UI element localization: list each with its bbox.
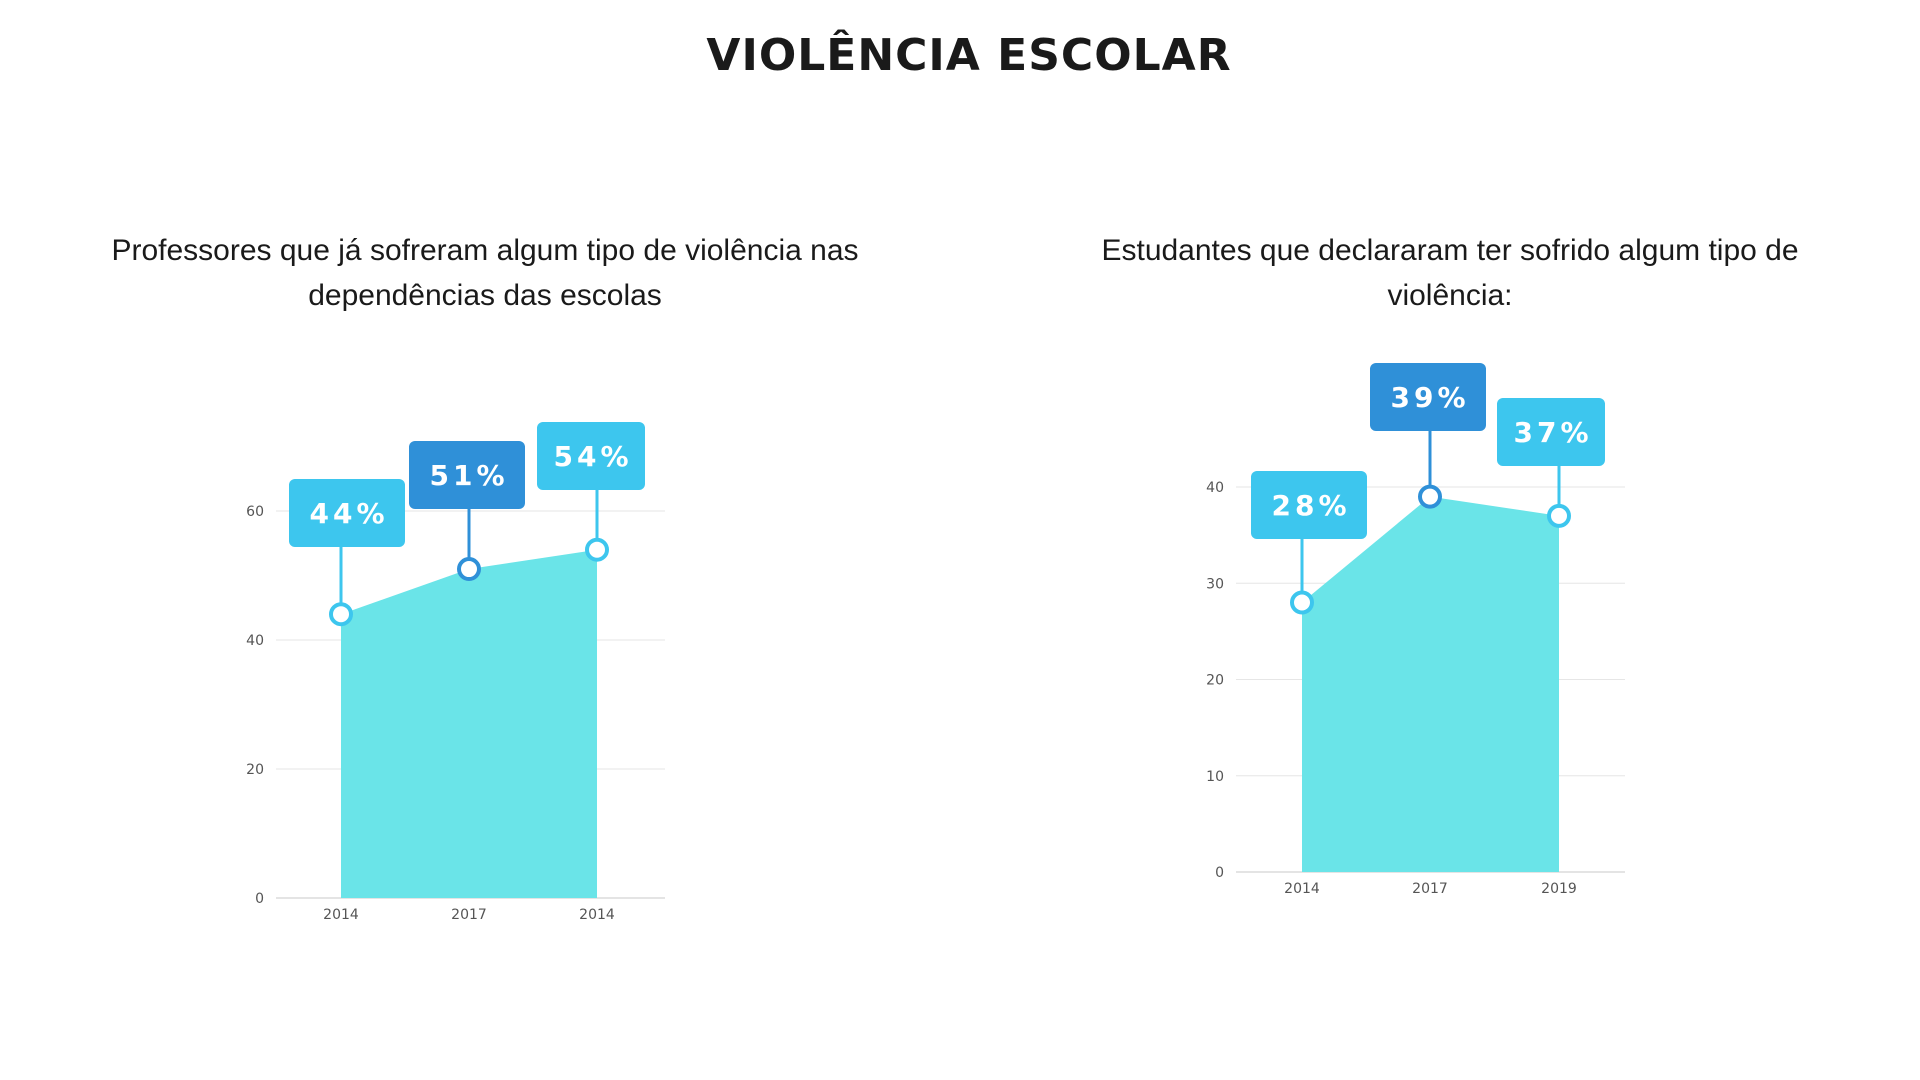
data-label-box — [1497, 398, 1605, 466]
y-tick-label: 0 — [255, 891, 264, 907]
x-tick-label: 2017 — [1412, 881, 1448, 897]
data-label: 54% — [553, 440, 632, 473]
y-tick-label: 40 — [246, 633, 264, 649]
data-label: 37% — [1513, 416, 1592, 449]
data-label-box — [289, 479, 405, 547]
area-series — [1302, 496, 1559, 872]
data-point — [1418, 484, 1442, 509]
data-label-box — [1370, 363, 1486, 431]
data-label: 51% — [429, 459, 508, 492]
data-point — [329, 602, 353, 627]
x-tick-label: 2019 — [1541, 881, 1577, 897]
y-tick-label: 20 — [246, 762, 264, 778]
page-title: VIOLÊNCIA ESCOLAR — [706, 30, 1232, 81]
x-tick-label: 2014 — [1284, 881, 1320, 897]
y-tick-label: 20 — [1206, 673, 1224, 689]
x-tick-label: 2017 — [451, 907, 487, 923]
x-tick-label: 2014 — [323, 907, 359, 923]
data-point — [457, 557, 481, 582]
chart-title-professores: Professores que já sofreram algum tipo d… — [111, 234, 859, 312]
y-tick-label: 60 — [246, 504, 264, 520]
y-tick-label: 0 — [1215, 865, 1224, 881]
data-label-box — [409, 441, 525, 509]
y-tick-label: 40 — [1206, 480, 1224, 496]
y-tick-label: 10 — [1206, 769, 1224, 785]
data-point — [1290, 590, 1314, 615]
x-tick-label: 2014 — [579, 907, 615, 923]
data-label-box — [1251, 471, 1367, 539]
y-tick-label: 30 — [1206, 576, 1224, 592]
data-label: 44% — [309, 497, 388, 530]
data-point — [1547, 503, 1571, 528]
data-point — [585, 537, 609, 562]
data-label: 28% — [1271, 489, 1350, 522]
chart-title-estudantes: Estudantes que declararam ter sofrido al… — [1101, 234, 1799, 312]
data-label: 39% — [1390, 381, 1469, 414]
data-label-box — [537, 422, 645, 490]
area-series — [341, 549, 597, 898]
